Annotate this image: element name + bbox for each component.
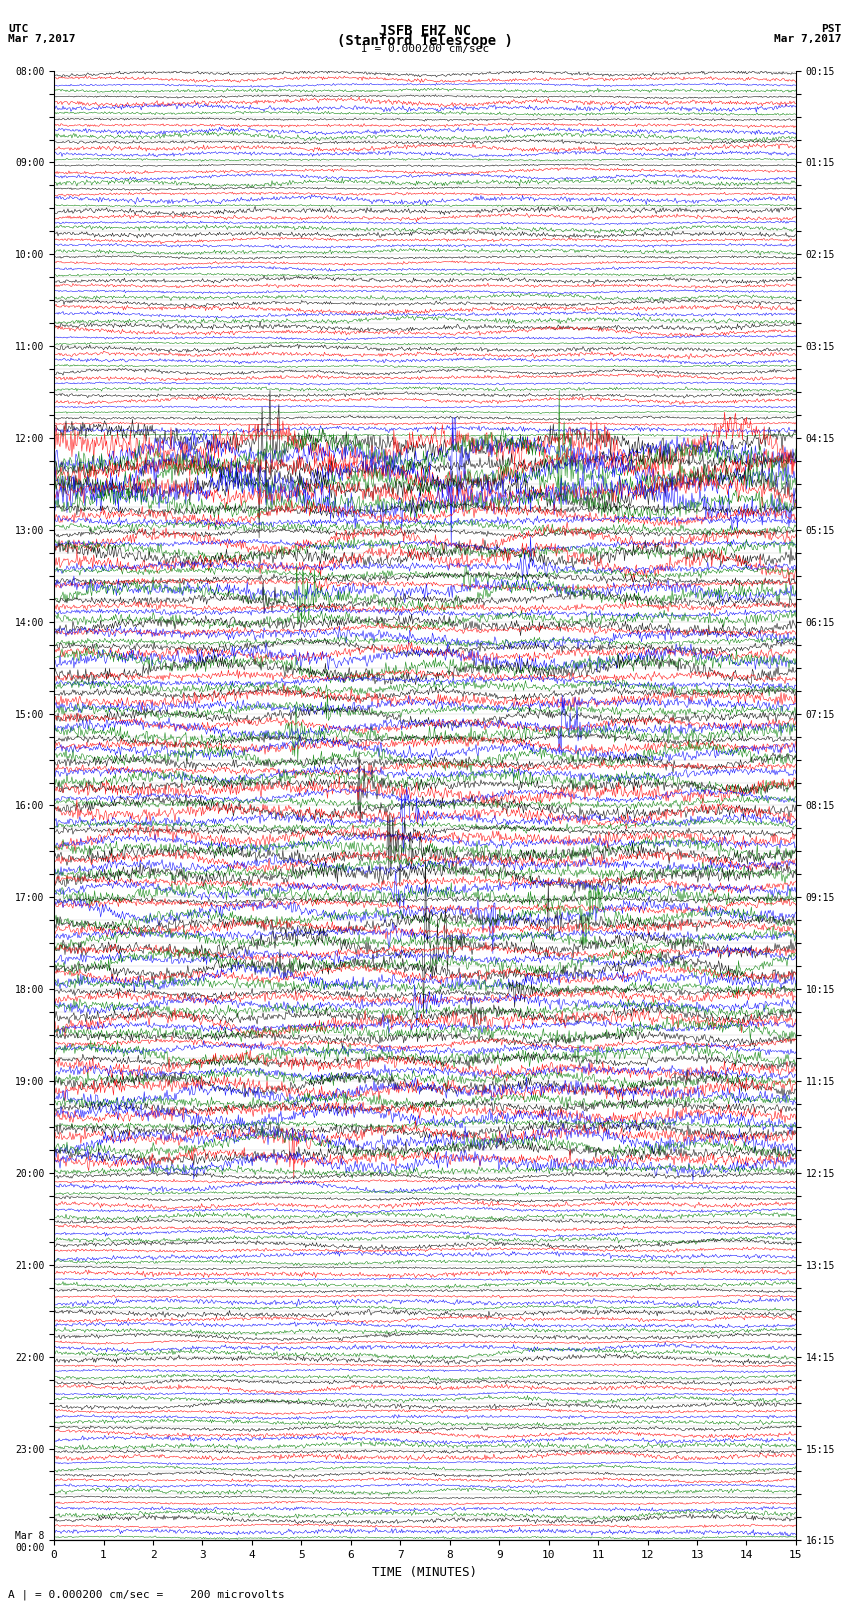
Text: Mar 7,2017: Mar 7,2017 [8, 34, 76, 44]
Text: JSFB EHZ NC: JSFB EHZ NC [379, 24, 471, 39]
Text: (Stanford Telescope ): (Stanford Telescope ) [337, 34, 513, 48]
Text: PST: PST [821, 24, 842, 34]
Text: Mar 7,2017: Mar 7,2017 [774, 34, 842, 44]
Text: UTC: UTC [8, 24, 29, 34]
Text: A | = 0.000200 cm/sec =    200 microvolts: A | = 0.000200 cm/sec = 200 microvolts [8, 1589, 286, 1600]
X-axis label: TIME (MINUTES): TIME (MINUTES) [372, 1566, 478, 1579]
Text: I = 0.000200 cm/sec: I = 0.000200 cm/sec [361, 44, 489, 53]
